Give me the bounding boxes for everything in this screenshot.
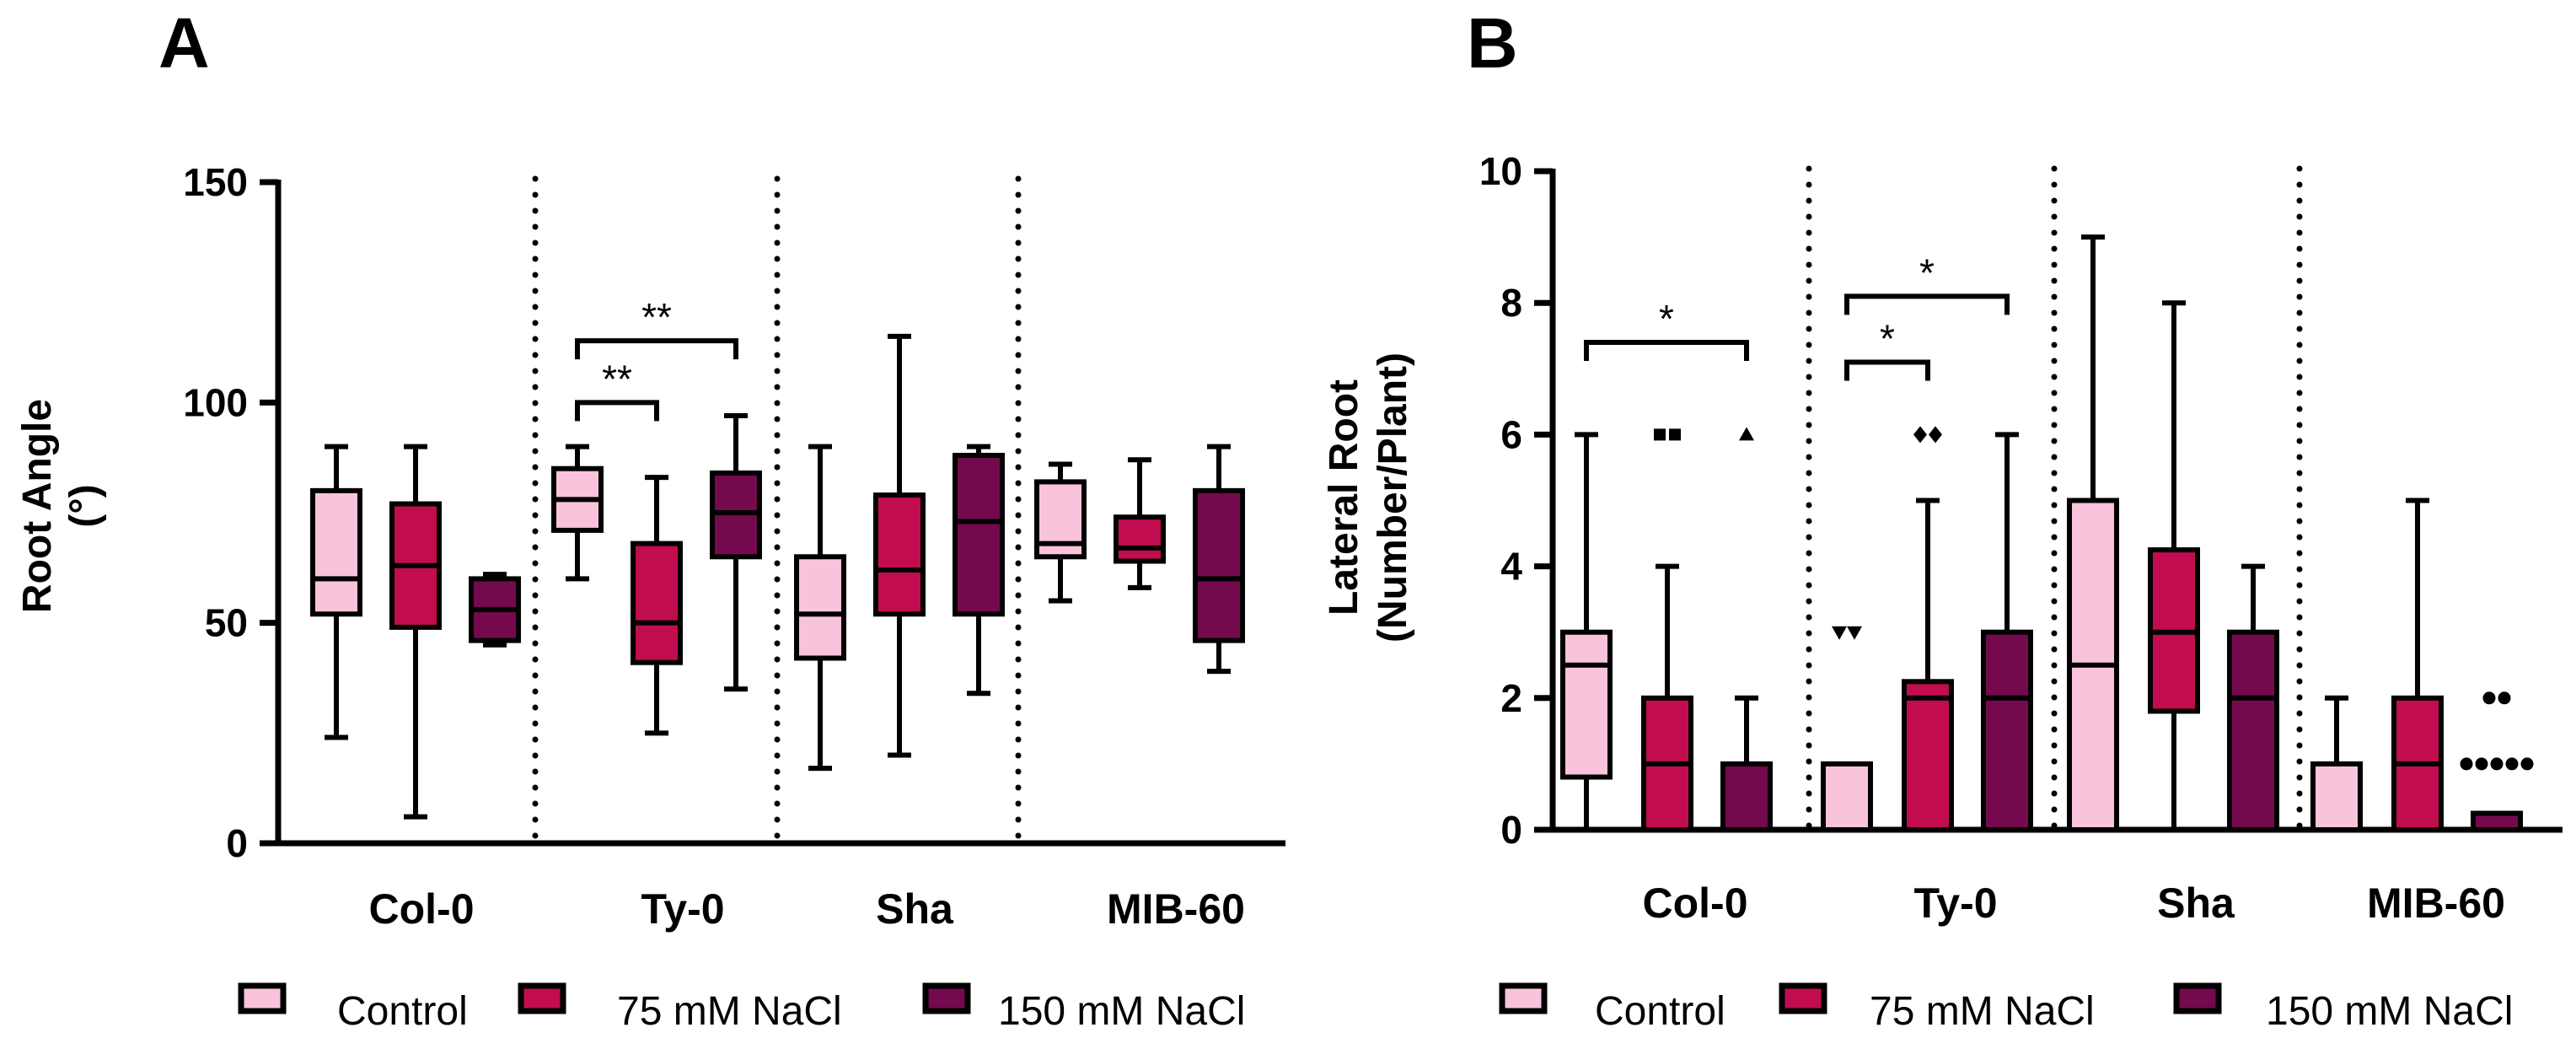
panel-b-sig-bracket-0: [1584, 340, 1749, 362]
panel-a-g3-s1-box: [1114, 514, 1166, 564]
panel-a: A Root Angle (°) 0 50 100 150 Col-0 Ty-0 Sha MI…: [15, 3, 1285, 1034]
legend-a-control-label: Control: [337, 989, 468, 1034]
legend-b-150-label: 150 mM NaCl: [2266, 989, 2513, 1034]
panel-b-legend: Control 75 mM NaCl 150 mM NaCl: [1499, 982, 2513, 1034]
legend-b-control-swatch: [1499, 982, 1548, 1014]
panel-a-g0-s0-box: [310, 487, 362, 617]
panel-b-plot: 0 2 4 6 8 10 Col-0 Ty-0 Sha MIB-60 * * *: [1479, 149, 2563, 927]
legend-a-75-label: 75 mM NaCl: [617, 989, 842, 1034]
panel-b-g2-s2-box: [2227, 629, 2279, 833]
panel-b-category-1: Ty-0: [1913, 880, 1997, 927]
panel-b-outlier-4-0: [2482, 691, 2496, 705]
panel-a-category-1: Ty-0: [641, 885, 724, 933]
panel-b: B Lateral Root (Number/Plant) 0 2 4 6 8 10 Col…: [1322, 3, 2563, 1034]
legend-b-control-label: Control: [1595, 989, 1725, 1034]
panel-b-outlier-4-4: [2490, 757, 2504, 771]
panel-b-g0-s0-box: [1560, 629, 1613, 780]
legend-a-150-label: 150 mM NaCl: [998, 989, 1245, 1034]
panel-b-outlier-4-5: [2505, 757, 2519, 771]
panel-a-ylabel-line2: (°): [62, 484, 107, 527]
panel-b-ytick-label-5: 10: [1479, 149, 1522, 193]
panel-a-sig-label-1: **: [641, 295, 672, 339]
legend-b-75-label: 75 mM NaCl: [1870, 989, 2095, 1034]
panel-a-legend: Control 75 mM NaCl 150 mM NaCl: [238, 982, 1245, 1034]
panel-b-outlier-3-1: [1929, 426, 1942, 444]
panel-b-label: B: [1467, 3, 1518, 83]
panel-a-ytick-label-3: 150: [183, 160, 248, 204]
panel-a-g2-s2-box: [953, 453, 1005, 617]
panel-b-category-0: Col-0: [1643, 880, 1748, 927]
panel-b-ytick-label-2: 4: [1500, 545, 1522, 589]
panel-a-category-0: Col-0: [369, 885, 475, 933]
legend-b-75-swatch: [1779, 982, 1827, 1014]
panel-b-sig-label-1: *: [1880, 316, 1895, 360]
panel-a-g2-s0-box: [794, 554, 846, 661]
panel-b-outlier-3-0: [1913, 426, 1927, 444]
panel-b-ytick-label-0: 0: [1500, 808, 1522, 852]
panel-a-ytick-label-1: 50: [205, 601, 248, 645]
panel-b-category-3: MIB-60: [2367, 880, 2505, 927]
panel-a-sig-bracket-0: [575, 400, 659, 422]
panel-a-label: A: [158, 3, 210, 83]
legend-b-150-swatch: [2173, 982, 2222, 1014]
panel-b-ylabel-line2: (Number/Plant): [1371, 352, 1415, 643]
panel-b-sig-label-2: *: [1919, 250, 1935, 294]
panel-a-g1-s1-box: [631, 541, 683, 665]
panel-b-sig-bracket-1: [1844, 359, 1930, 381]
panel-b-outlier-2-1: [1847, 626, 1862, 640]
panel-a-ytick-label-2: 100: [183, 380, 248, 424]
panel-a-sig-label-0: **: [602, 357, 632, 401]
panel-b-ytick-label-1: 2: [1500, 676, 1522, 720]
panel-b-outlier-4-2: [2460, 757, 2473, 771]
panel-b-ylabel-line1: Lateral Root: [1322, 379, 1366, 616]
panel-b-g1-s1-box: [1902, 679, 1954, 833]
panel-b-g0-s2-box: [1720, 761, 1773, 833]
panel-a-category-3: MIB-60: [1107, 885, 1245, 933]
panel-b-outlier-4-6: [2520, 757, 2534, 771]
legend-a-control-swatch: [238, 982, 287, 1014]
panel-b-ytick-label-4: 8: [1500, 281, 1522, 325]
panel-a-ytick-label-0: 0: [226, 821, 248, 865]
panel-b-outlier-2-0: [1832, 626, 1847, 640]
panel-b-sig-label-0: *: [1659, 297, 1674, 341]
panel-a-sig-bracket-1: [575, 338, 738, 360]
panel-b-g1-s0-box: [1821, 761, 1873, 833]
panel-b-outlier-1-0: [1739, 427, 1754, 441]
panel-b-ytick-label-3: 6: [1500, 412, 1522, 456]
panel-b-sig-bracket-2: [1844, 293, 2010, 315]
panel-a-ylabel-line1: Root Angle: [15, 399, 60, 613]
panel-b-category-2: Sha: [2157, 880, 2235, 927]
panel-b-outlier-0-1: [1669, 428, 1681, 441]
panel-a-category-2: Sha: [876, 885, 954, 933]
legend-a-150-swatch: [922, 982, 971, 1014]
panel-b-g3-s0-box: [2310, 761, 2363, 833]
panel-a-plot: 0 50 100 150 Col-0 Ty-0 Sha MIB-60 ****: [183, 160, 1285, 933]
panel-b-outlier-4-3: [2475, 757, 2488, 771]
panel-a-g2-s1-box: [873, 492, 926, 617]
legend-a-75-swatch: [518, 982, 566, 1014]
panel-b-outlier-0-0: [1654, 428, 1666, 441]
panel-a-g3-s2-box: [1193, 487, 1245, 643]
panel-b-g1-s2-box: [1981, 629, 2033, 833]
panel-b-outlier-4-1: [2498, 691, 2511, 705]
